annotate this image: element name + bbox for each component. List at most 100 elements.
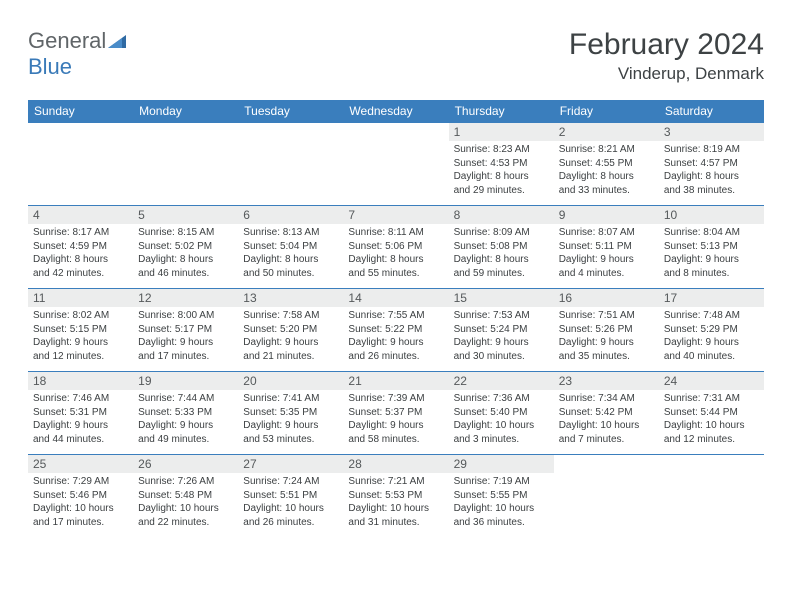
- day-details: Sunrise: 8:13 AMSunset: 5:04 PMDaylight:…: [238, 224, 343, 284]
- day-details: Sunrise: 7:48 AMSunset: 5:29 PMDaylight:…: [659, 307, 764, 367]
- calendar-header-row: SundayMondayTuesdayWednesdayThursdayFrid…: [28, 100, 764, 123]
- calendar-day-cell: 11Sunrise: 8:02 AMSunset: 5:15 PMDayligh…: [28, 289, 133, 372]
- weekday-header: Thursday: [449, 100, 554, 123]
- day-number: 16: [554, 289, 659, 307]
- day-details: Sunrise: 7:44 AMSunset: 5:33 PMDaylight:…: [133, 390, 238, 450]
- day-number: 11: [28, 289, 133, 307]
- day-number: 8: [449, 206, 554, 224]
- calendar-day-cell: 6Sunrise: 8:13 AMSunset: 5:04 PMDaylight…: [238, 206, 343, 289]
- day-details: Sunrise: 7:53 AMSunset: 5:24 PMDaylight:…: [449, 307, 554, 367]
- day-number: 7: [343, 206, 448, 224]
- calendar-day-cell: 26Sunrise: 7:26 AMSunset: 5:48 PMDayligh…: [133, 455, 238, 538]
- day-details: Sunrise: 7:31 AMSunset: 5:44 PMDaylight:…: [659, 390, 764, 450]
- weekday-header: Tuesday: [238, 100, 343, 123]
- calendar-week-row: 25Sunrise: 7:29 AMSunset: 5:46 PMDayligh…: [28, 455, 764, 538]
- day-details: Sunrise: 8:04 AMSunset: 5:13 PMDaylight:…: [659, 224, 764, 284]
- calendar-day-cell: 17Sunrise: 7:48 AMSunset: 5:29 PMDayligh…: [659, 289, 764, 372]
- logo-part2: Blue: [28, 54, 72, 79]
- calendar-week-row: 18Sunrise: 7:46 AMSunset: 5:31 PMDayligh…: [28, 372, 764, 455]
- calendar-day-cell: 14Sunrise: 7:55 AMSunset: 5:22 PMDayligh…: [343, 289, 448, 372]
- day-number: 20: [238, 372, 343, 390]
- day-number: 13: [238, 289, 343, 307]
- calendar-empty-cell: [659, 455, 764, 538]
- day-details: Sunrise: 8:00 AMSunset: 5:17 PMDaylight:…: [133, 307, 238, 367]
- calendar-day-cell: 20Sunrise: 7:41 AMSunset: 5:35 PMDayligh…: [238, 372, 343, 455]
- day-details: Sunrise: 8:02 AMSunset: 5:15 PMDaylight:…: [28, 307, 133, 367]
- day-details: Sunrise: 7:46 AMSunset: 5:31 PMDaylight:…: [28, 390, 133, 450]
- calendar-week-row: 1Sunrise: 8:23 AMSunset: 4:53 PMDaylight…: [28, 123, 764, 206]
- calendar-day-cell: 24Sunrise: 7:31 AMSunset: 5:44 PMDayligh…: [659, 372, 764, 455]
- calendar-day-cell: 16Sunrise: 7:51 AMSunset: 5:26 PMDayligh…: [554, 289, 659, 372]
- calendar-empty-cell: [238, 123, 343, 206]
- day-details: Sunrise: 7:55 AMSunset: 5:22 PMDaylight:…: [343, 307, 448, 367]
- calendar-day-cell: 13Sunrise: 7:58 AMSunset: 5:20 PMDayligh…: [238, 289, 343, 372]
- day-number: 2: [554, 123, 659, 141]
- day-number: 9: [554, 206, 659, 224]
- calendar-day-cell: 25Sunrise: 7:29 AMSunset: 5:46 PMDayligh…: [28, 455, 133, 538]
- logo-triangle-icon: [108, 28, 126, 53]
- day-number: 19: [133, 372, 238, 390]
- calendar-day-cell: 5Sunrise: 8:15 AMSunset: 5:02 PMDaylight…: [133, 206, 238, 289]
- calendar-empty-cell: [343, 123, 448, 206]
- location: Vinderup, Denmark: [569, 64, 764, 84]
- weekday-header: Friday: [554, 100, 659, 123]
- day-number: 6: [238, 206, 343, 224]
- day-number: 12: [133, 289, 238, 307]
- day-details: Sunrise: 8:23 AMSunset: 4:53 PMDaylight:…: [449, 141, 554, 201]
- calendar-day-cell: 28Sunrise: 7:21 AMSunset: 5:53 PMDayligh…: [343, 455, 448, 538]
- day-details: Sunrise: 8:07 AMSunset: 5:11 PMDaylight:…: [554, 224, 659, 284]
- day-number: 29: [449, 455, 554, 473]
- calendar-day-cell: 18Sunrise: 7:46 AMSunset: 5:31 PMDayligh…: [28, 372, 133, 455]
- calendar-day-cell: 1Sunrise: 8:23 AMSunset: 4:53 PMDaylight…: [449, 123, 554, 206]
- calendar-day-cell: 12Sunrise: 8:00 AMSunset: 5:17 PMDayligh…: [133, 289, 238, 372]
- day-number: 22: [449, 372, 554, 390]
- weekday-header: Sunday: [28, 100, 133, 123]
- day-number: 14: [343, 289, 448, 307]
- day-number: 17: [659, 289, 764, 307]
- logo-part1: General: [28, 28, 106, 53]
- weekday-header: Saturday: [659, 100, 764, 123]
- calendar-day-cell: 8Sunrise: 8:09 AMSunset: 5:08 PMDaylight…: [449, 206, 554, 289]
- calendar-day-cell: 22Sunrise: 7:36 AMSunset: 5:40 PMDayligh…: [449, 372, 554, 455]
- day-number: 24: [659, 372, 764, 390]
- day-details: Sunrise: 7:34 AMSunset: 5:42 PMDaylight:…: [554, 390, 659, 450]
- day-details: Sunrise: 7:36 AMSunset: 5:40 PMDaylight:…: [449, 390, 554, 450]
- calendar-day-cell: 3Sunrise: 8:19 AMSunset: 4:57 PMDaylight…: [659, 123, 764, 206]
- calendar-table: SundayMondayTuesdayWednesdayThursdayFrid…: [28, 100, 764, 538]
- logo: GeneralBlue: [28, 28, 126, 80]
- calendar-day-cell: 15Sunrise: 7:53 AMSunset: 5:24 PMDayligh…: [449, 289, 554, 372]
- calendar-day-cell: 27Sunrise: 7:24 AMSunset: 5:51 PMDayligh…: [238, 455, 343, 538]
- day-number: 3: [659, 123, 764, 141]
- calendar-page: GeneralBlue February 2024 Vinderup, Denm…: [0, 0, 792, 538]
- day-details: Sunrise: 7:26 AMSunset: 5:48 PMDaylight:…: [133, 473, 238, 533]
- day-details: Sunrise: 7:39 AMSunset: 5:37 PMDaylight:…: [343, 390, 448, 450]
- day-details: Sunrise: 7:21 AMSunset: 5:53 PMDaylight:…: [343, 473, 448, 533]
- day-details: Sunrise: 8:15 AMSunset: 5:02 PMDaylight:…: [133, 224, 238, 284]
- day-number: 15: [449, 289, 554, 307]
- header: GeneralBlue February 2024 Vinderup, Denm…: [28, 28, 764, 84]
- calendar-day-cell: 4Sunrise: 8:17 AMSunset: 4:59 PMDaylight…: [28, 206, 133, 289]
- month-title: February 2024: [569, 28, 764, 62]
- calendar-week-row: 4Sunrise: 8:17 AMSunset: 4:59 PMDaylight…: [28, 206, 764, 289]
- day-number: 21: [343, 372, 448, 390]
- calendar-day-cell: 2Sunrise: 8:21 AMSunset: 4:55 PMDaylight…: [554, 123, 659, 206]
- day-number: 10: [659, 206, 764, 224]
- day-details: Sunrise: 8:21 AMSunset: 4:55 PMDaylight:…: [554, 141, 659, 201]
- day-number: 27: [238, 455, 343, 473]
- day-number: 18: [28, 372, 133, 390]
- day-details: Sunrise: 7:29 AMSunset: 5:46 PMDaylight:…: [28, 473, 133, 533]
- day-details: Sunrise: 7:58 AMSunset: 5:20 PMDaylight:…: [238, 307, 343, 367]
- day-details: Sunrise: 7:51 AMSunset: 5:26 PMDaylight:…: [554, 307, 659, 367]
- day-details: Sunrise: 8:17 AMSunset: 4:59 PMDaylight:…: [28, 224, 133, 284]
- logo-text: GeneralBlue: [28, 28, 126, 80]
- calendar-empty-cell: [554, 455, 659, 538]
- day-details: Sunrise: 8:09 AMSunset: 5:08 PMDaylight:…: [449, 224, 554, 284]
- calendar-empty-cell: [133, 123, 238, 206]
- calendar-day-cell: 21Sunrise: 7:39 AMSunset: 5:37 PMDayligh…: [343, 372, 448, 455]
- calendar-day-cell: 10Sunrise: 8:04 AMSunset: 5:13 PMDayligh…: [659, 206, 764, 289]
- calendar-day-cell: 19Sunrise: 7:44 AMSunset: 5:33 PMDayligh…: [133, 372, 238, 455]
- title-block: February 2024 Vinderup, Denmark: [569, 28, 764, 84]
- weekday-header: Monday: [133, 100, 238, 123]
- calendar-day-cell: 23Sunrise: 7:34 AMSunset: 5:42 PMDayligh…: [554, 372, 659, 455]
- day-details: Sunrise: 7:19 AMSunset: 5:55 PMDaylight:…: [449, 473, 554, 533]
